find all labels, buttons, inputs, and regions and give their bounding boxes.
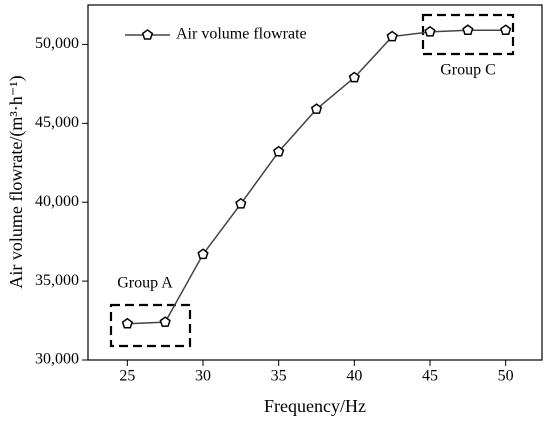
y-tick-label: 45,000 bbox=[35, 114, 79, 131]
point-marker bbox=[348, 71, 360, 83]
point-marker bbox=[310, 103, 323, 114]
annotation: Group A bbox=[117, 275, 173, 292]
plot-frame bbox=[87, 4, 543, 361]
point-marker bbox=[121, 317, 133, 329]
point-marker bbox=[235, 197, 247, 209]
point-marker bbox=[197, 248, 209, 260]
x-tick-label: 35 bbox=[271, 368, 287, 385]
y-tick-label: 40,000 bbox=[35, 193, 79, 210]
x-tick-label: 30 bbox=[195, 368, 211, 385]
y-tick-label: 35,000 bbox=[35, 272, 79, 289]
point-marker bbox=[273, 145, 285, 157]
annotation: Group C bbox=[440, 62, 496, 79]
y-axis-label: Air volume flowrate/(m³·h⁻¹) bbox=[6, 75, 27, 288]
legend-label: Air volume flowrate bbox=[176, 26, 307, 43]
y-tick-label: 30,000 bbox=[35, 351, 79, 368]
x-axis-label: Frequency/Hz bbox=[264, 396, 366, 416]
point-marker bbox=[424, 25, 436, 37]
y-tick-label: 50,000 bbox=[35, 35, 79, 52]
point-marker bbox=[462, 24, 474, 36]
group-box bbox=[109, 303, 192, 348]
legend-marker bbox=[141, 29, 154, 40]
point-marker bbox=[500, 24, 512, 36]
x-tick-label: 50 bbox=[498, 368, 514, 385]
x-tick-label: 40 bbox=[346, 368, 362, 385]
group-box bbox=[421, 13, 515, 56]
point-marker bbox=[386, 30, 398, 42]
x-tick-label: 45 bbox=[422, 368, 438, 385]
point-marker bbox=[159, 316, 171, 327]
x-tick-label: 25 bbox=[119, 368, 135, 385]
